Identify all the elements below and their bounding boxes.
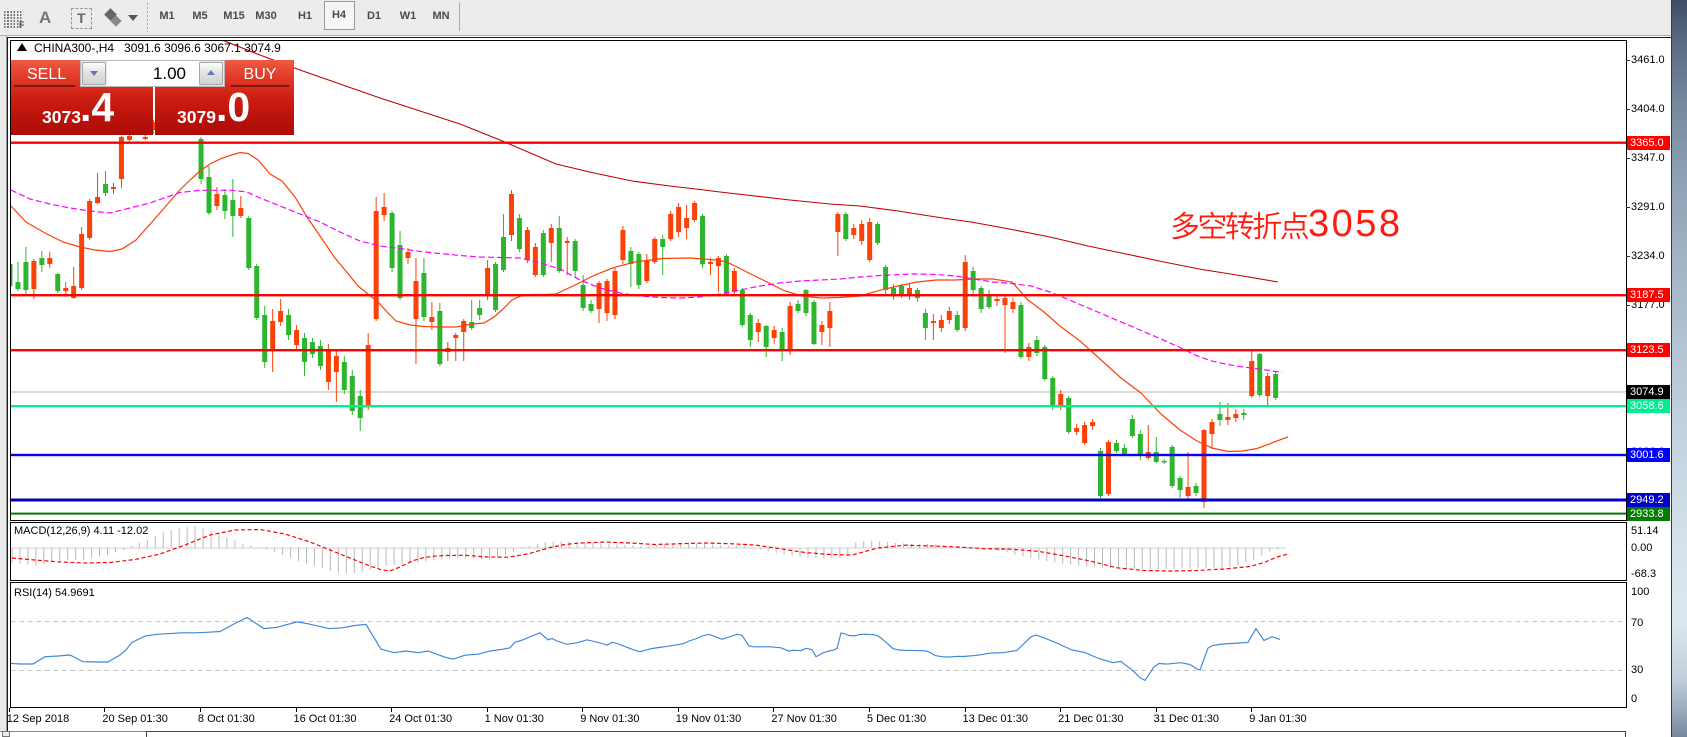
svg-text:3058: 3058	[1308, 203, 1403, 245]
